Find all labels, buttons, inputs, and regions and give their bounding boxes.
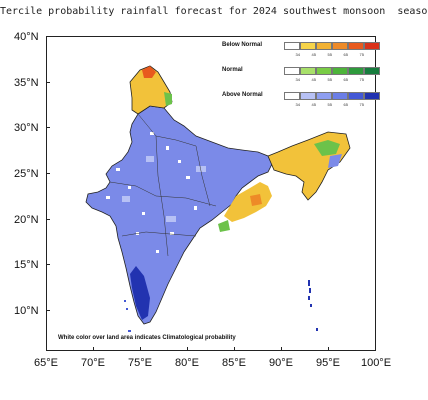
legend-tick: 45	[311, 102, 316, 107]
y-tick	[46, 127, 50, 128]
legend-swatch	[348, 92, 364, 100]
lakshadweep-islands	[124, 300, 131, 332]
legend-tick: 55	[327, 102, 332, 107]
legend-swatch	[300, 92, 316, 100]
legend-swatch	[364, 92, 380, 100]
legend-tick: 34	[295, 77, 300, 82]
lon-label-80: 80°E	[175, 357, 199, 369]
x-tick	[328, 347, 329, 351]
lon-label-70: 70°E	[81, 357, 105, 369]
legend-ticks-below-normal: 34 45 55 65 75	[284, 52, 364, 57]
lon-label-100: 100°E	[360, 357, 392, 369]
lon-label-90: 90°E	[269, 357, 293, 369]
legend-swatch	[364, 42, 380, 50]
legend-tick: 75	[359, 77, 364, 82]
legend-swatches-normal	[284, 67, 380, 75]
lon-label-85: 85°E	[222, 357, 246, 369]
lon-label-75: 75°E	[128, 357, 152, 369]
map-title: Tercile probability rainfall forecast fo…	[0, 6, 428, 17]
lat-label-20: 20°N	[14, 214, 39, 226]
legend-swatch	[332, 42, 348, 50]
y-tick	[46, 310, 50, 311]
legend-tick: 75	[359, 52, 364, 57]
x-tick	[234, 347, 235, 351]
legend-swatch	[300, 42, 316, 50]
legend-swatch	[316, 42, 332, 50]
legend-swatch	[284, 42, 300, 50]
legend-tick: 65	[343, 102, 348, 107]
east-orange-patch	[250, 194, 262, 206]
lat-label-25: 25°N	[14, 168, 39, 180]
lat-label-10: 10°N	[14, 305, 39, 317]
legend-label-above-normal: Above Normal	[222, 92, 263, 98]
map-footnote: White color over land area indicates Cli…	[58, 335, 236, 341]
legend-tick: 45	[311, 77, 316, 82]
legend-swatch	[364, 67, 380, 75]
legend-label-normal: Normal	[222, 67, 243, 73]
y-tick	[46, 219, 50, 220]
southwest-coast-deep	[130, 266, 150, 320]
legend-swatch	[284, 92, 300, 100]
legend-swatch	[332, 67, 348, 75]
y-tick	[46, 36, 50, 37]
east-green-patch	[218, 220, 230, 232]
legend-swatch	[300, 67, 316, 75]
legend-swatch	[332, 92, 348, 100]
legend-swatches-above-normal	[284, 92, 380, 100]
legend-swatch	[348, 42, 364, 50]
lat-label-35: 35°N	[14, 77, 39, 89]
y-tick	[46, 264, 50, 265]
india-landmass	[85, 105, 273, 325]
legend-tick: 65	[343, 77, 348, 82]
y-tick	[46, 173, 50, 174]
legend-swatch	[316, 92, 332, 100]
lon-label-95: 95°E	[316, 357, 340, 369]
northeast-normal-patch	[314, 140, 340, 156]
legend-tick: 55	[327, 77, 332, 82]
legend-tick: 55	[327, 52, 332, 57]
lon-label-65: 65°E	[34, 357, 58, 369]
lat-label-30: 30°N	[14, 122, 39, 134]
legend-swatch	[316, 67, 332, 75]
legend-tick: 34	[295, 102, 300, 107]
normal-patch-north	[164, 92, 172, 106]
map-legend: Below Normal 34 45 55 65 75 Normal	[222, 42, 380, 112]
east-central-below-normal	[224, 182, 272, 222]
legend-label-below-normal: Below Normal	[222, 42, 263, 48]
lat-label-40: 40°N	[14, 31, 39, 43]
andaman-nicobar-islands	[308, 280, 318, 331]
north-hotspot	[142, 66, 156, 78]
northeast-blue-patch	[328, 154, 342, 168]
forecast-map	[85, 65, 351, 332]
above-normal-light-patches	[122, 156, 206, 222]
legend-tick: 45	[311, 52, 316, 57]
legend-tick: 75	[359, 102, 364, 107]
legend-swatch	[348, 67, 364, 75]
legend-ticks-normal: 34 45 55 65 75	[284, 77, 364, 82]
x-tick	[281, 347, 282, 351]
internal-boundaries	[109, 113, 217, 257]
lat-label-15: 15°N	[14, 259, 39, 271]
x-tick	[187, 347, 188, 351]
x-tick	[93, 347, 94, 351]
x-tick	[140, 347, 141, 351]
legend-ticks-above-normal: 34 45 55 65 75	[284, 102, 364, 107]
legend-swatch	[284, 67, 300, 75]
y-tick	[46, 82, 50, 83]
legend-tick: 65	[343, 52, 348, 57]
legend-swatches-below-normal	[284, 42, 380, 50]
legend-tick: 34	[295, 52, 300, 57]
